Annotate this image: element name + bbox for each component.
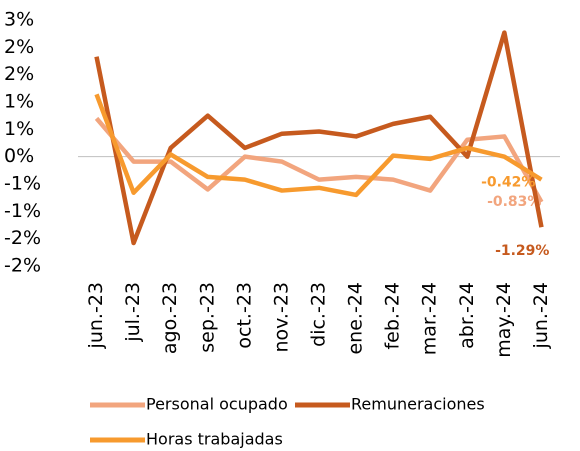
y-tick-label: -2% bbox=[4, 227, 41, 249]
y-tick-label: -2% bbox=[4, 255, 41, 277]
y-tick-label: -1% bbox=[4, 200, 41, 222]
series-line bbox=[94, 30, 544, 246]
x-tick-label: oct.-23 bbox=[233, 282, 255, 349]
legend-label: Personal ocupado bbox=[146, 395, 288, 414]
y-tick-label: 3% bbox=[4, 9, 34, 31]
x-tick-label: may.-24 bbox=[493, 282, 515, 358]
x-tick-label: ago.-23 bbox=[159, 282, 181, 354]
y-tick-label: 2% bbox=[4, 36, 34, 58]
value-label: -0.42% bbox=[481, 175, 535, 191]
y-tick-label: 2% bbox=[4, 63, 34, 85]
y-tick-label: 1% bbox=[4, 91, 34, 113]
x-tick-label: jun.-23 bbox=[85, 282, 107, 349]
x-tick-label: abr.-24 bbox=[456, 282, 478, 349]
x-tick-label: mar.-24 bbox=[419, 282, 441, 355]
x-tick-label: nov.-23 bbox=[270, 282, 292, 353]
x-tick-label: jun.-24 bbox=[530, 282, 552, 349]
x-tick-label: jul.-23 bbox=[122, 282, 144, 343]
series-line bbox=[94, 93, 543, 198]
value-label: -0.83% bbox=[487, 194, 541, 210]
y-tick-label: -1% bbox=[4, 173, 41, 195]
legend-label: Horas trabajadas bbox=[146, 430, 283, 449]
legend-label: Remuneraciones bbox=[351, 395, 485, 414]
x-tick-label: sep.-23 bbox=[196, 282, 218, 353]
y-tick-label: 1% bbox=[4, 118, 34, 140]
y-tick-label: 0% bbox=[4, 145, 34, 167]
value-label: -1.29% bbox=[495, 243, 549, 259]
series-line bbox=[94, 116, 544, 204]
x-tick-label: feb.-24 bbox=[382, 282, 404, 350]
x-tick-label: dic.-23 bbox=[308, 282, 330, 347]
x-tick-label: ene.-24 bbox=[345, 282, 367, 355]
